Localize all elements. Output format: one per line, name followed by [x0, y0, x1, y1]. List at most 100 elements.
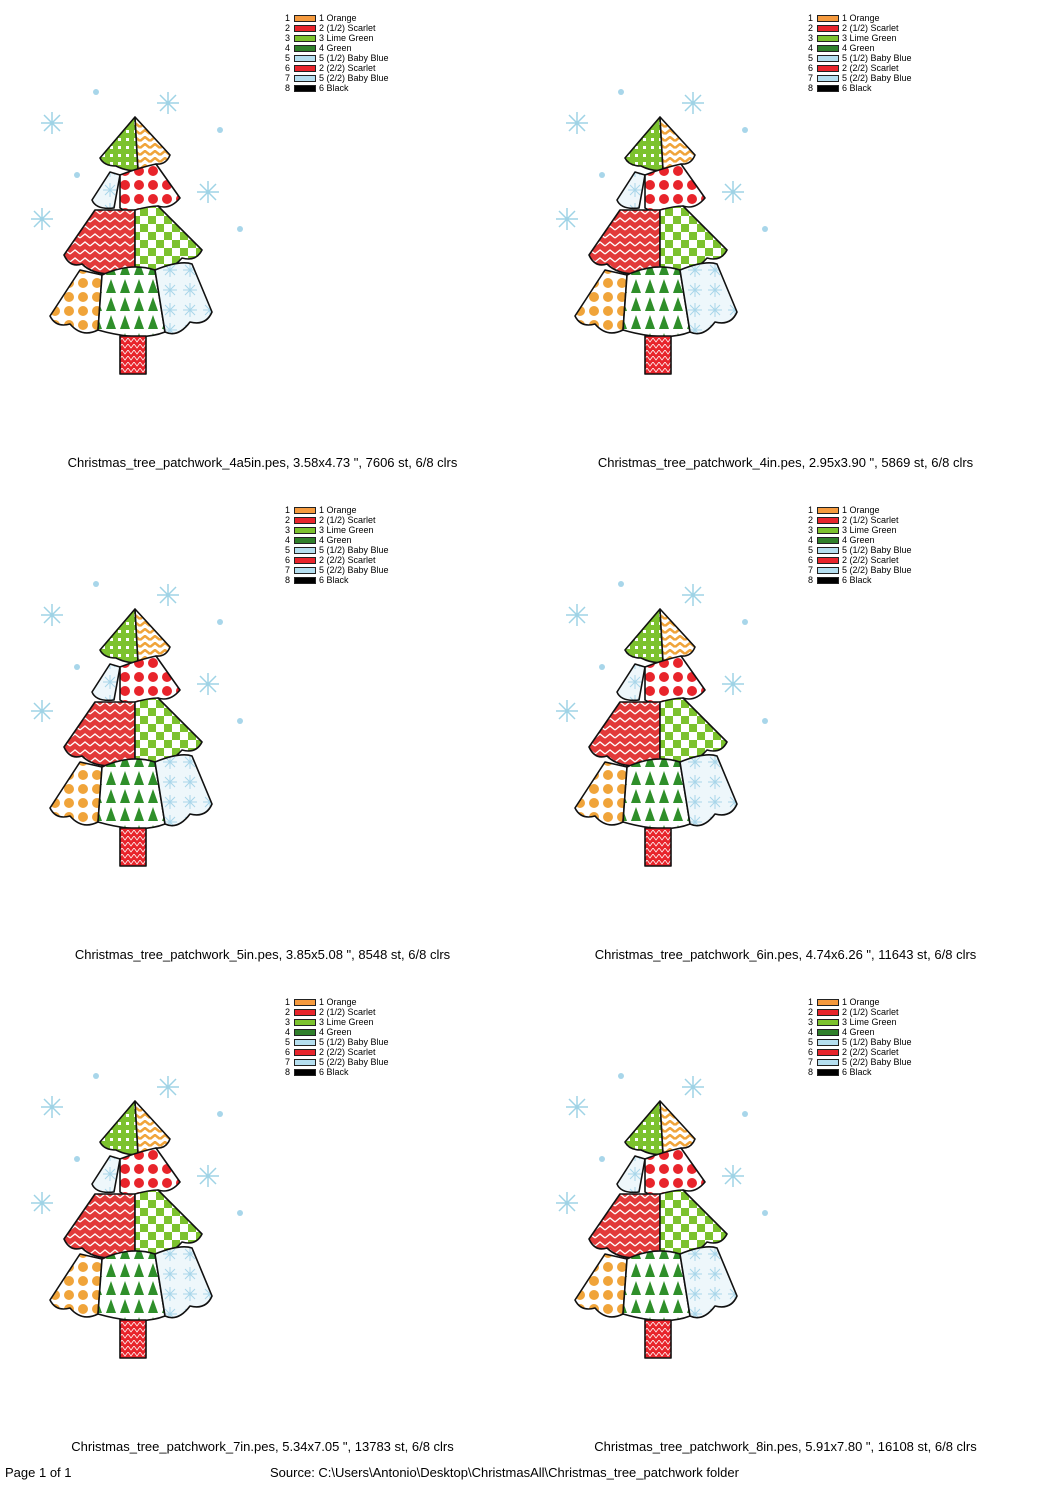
legend-index: 3	[285, 33, 291, 43]
legend-label: 1 Orange	[842, 13, 880, 23]
legend-index: 6	[808, 555, 814, 565]
legend-row: 3 3 Lime Green	[808, 1017, 912, 1027]
legend-row: 1 1 Orange	[808, 13, 912, 23]
color-swatch	[294, 34, 316, 42]
legend-row: 6 2 (2/2) Scarlet	[285, 63, 389, 73]
color-swatch	[817, 64, 839, 72]
legend-index: 5	[285, 545, 291, 555]
snowflake-icon	[31, 584, 219, 722]
legend-label: 2 (2/2) Scarlet	[842, 555, 899, 565]
legend-row: 1 1 Orange	[808, 997, 912, 1007]
color-swatch	[294, 1068, 316, 1076]
legend-row: 8 6 Black	[808, 83, 912, 93]
color-swatch	[817, 44, 839, 52]
legend-label: 5 (2/2) Baby Blue	[842, 1057, 912, 1067]
legend-label: 1 Orange	[319, 13, 357, 23]
legend-index: 2	[285, 515, 291, 525]
legend-index: 8	[808, 83, 814, 93]
legend-row: 5 5 (1/2) Baby Blue	[285, 1037, 389, 1047]
legend-row: 4 4 Green	[808, 1027, 912, 1037]
legend-row: 7 5 (2/2) Baby Blue	[808, 565, 912, 575]
legend-index: 2	[808, 515, 814, 525]
legend-label: 5 (2/2) Baby Blue	[842, 73, 912, 83]
legend-row: 7 5 (2/2) Baby Blue	[285, 1057, 389, 1067]
color-swatch	[294, 1008, 316, 1016]
legend-label: 5 (2/2) Baby Blue	[319, 73, 389, 83]
legend-row: 4 4 Green	[285, 43, 389, 53]
legend-index: 8	[808, 1067, 814, 1077]
page-number: Page 1 of 1	[5, 1465, 72, 1480]
color-swatch	[294, 84, 316, 92]
snowflake-icon	[556, 1076, 744, 1214]
color-swatch	[817, 1028, 839, 1036]
color-swatch	[817, 1048, 839, 1056]
source-path: Source: C:\Users\Antonio\Desktop\Christm…	[270, 1465, 739, 1480]
color-swatch	[817, 84, 839, 92]
legend-row: 4 4 Green	[285, 1027, 389, 1037]
legend-label: 3 Lime Green	[319, 33, 374, 43]
legend-index: 5	[285, 1037, 291, 1047]
legend-index: 4	[285, 43, 291, 53]
legend-index: 7	[285, 565, 291, 575]
legend-row: 2 2 (1/2) Scarlet	[808, 515, 912, 525]
snowflake-icon	[556, 92, 744, 230]
legend-row: 1 1 Orange	[285, 997, 389, 1007]
color-swatch	[294, 64, 316, 72]
legend-label: 3 Lime Green	[842, 1017, 897, 1027]
color-swatch	[294, 998, 316, 1006]
legend-index: 1	[285, 13, 291, 23]
legend-index: 7	[285, 73, 291, 83]
snowflake-icon	[31, 1076, 219, 1214]
legend-index: 7	[808, 1057, 814, 1067]
design-caption: Christmas_tree_patchwork_7in.pes, 5.34x7…	[71, 1439, 454, 1454]
design-caption: Christmas_tree_patchwork_6in.pes, 4.74x6…	[594, 947, 977, 962]
legend-index: 4	[808, 43, 814, 53]
legend-row: 4 4 Green	[285, 535, 389, 545]
design-caption: Christmas_tree_patchwork_4a5in.pes, 3.58…	[67, 455, 458, 470]
legend-label: 4 Green	[319, 535, 352, 545]
legend-row: 2 2 (1/2) Scarlet	[808, 1007, 912, 1017]
color-swatch	[817, 506, 839, 514]
legend-label: 3 Lime Green	[842, 525, 897, 535]
legend-row: 3 3 Lime Green	[285, 1017, 389, 1027]
legend-index: 1	[808, 13, 814, 23]
legend-label: 6 Black	[319, 575, 349, 585]
legend-index: 4	[808, 1027, 814, 1037]
legend-label: 6 Black	[319, 83, 349, 93]
legend-row: 1 1 Orange	[808, 505, 912, 515]
legend-label: 5 (1/2) Baby Blue	[319, 53, 389, 63]
design-caption: Christmas_tree_patchwork_4in.pes, 2.95x3…	[597, 455, 974, 470]
legend-label: 4 Green	[319, 43, 352, 53]
legend-label: 4 Green	[842, 535, 875, 545]
color-swatch	[294, 1058, 316, 1066]
legend-label: 1 Orange	[842, 997, 880, 1007]
embroidery-christmas-tree-icon	[31, 581, 243, 867]
legend-index: 7	[808, 73, 814, 83]
color-swatch	[294, 14, 316, 22]
legend-row: 6 2 (2/2) Scarlet	[285, 555, 389, 565]
color-swatch	[294, 506, 316, 514]
legend-label: 4 Green	[842, 1027, 875, 1037]
legend-row: 2 2 (1/2) Scarlet	[808, 23, 912, 33]
color-swatch	[294, 24, 316, 32]
legend-index: 4	[285, 1027, 291, 1037]
legend-row: 2 2 (1/2) Scarlet	[285, 515, 389, 525]
legend-index: 8	[285, 1067, 291, 1077]
legend-label: 2 (1/2) Scarlet	[319, 1007, 376, 1017]
legend-label: 5 (1/2) Baby Blue	[842, 545, 912, 555]
legend-row: 3 3 Lime Green	[808, 33, 912, 43]
color-swatch	[817, 54, 839, 62]
legend-row: 6 2 (2/2) Scarlet	[808, 63, 912, 73]
legend-index: 5	[285, 53, 291, 63]
legend-row: 3 3 Lime Green	[285, 525, 389, 535]
legend-label: 5 (2/2) Baby Blue	[319, 565, 389, 575]
color-swatch	[294, 1038, 316, 1046]
legend-index: 7	[285, 1057, 291, 1067]
legend-label: 2 (2/2) Scarlet	[842, 1047, 899, 1057]
legend-row: 8 6 Black	[285, 83, 389, 93]
legend-index: 1	[808, 997, 814, 1007]
